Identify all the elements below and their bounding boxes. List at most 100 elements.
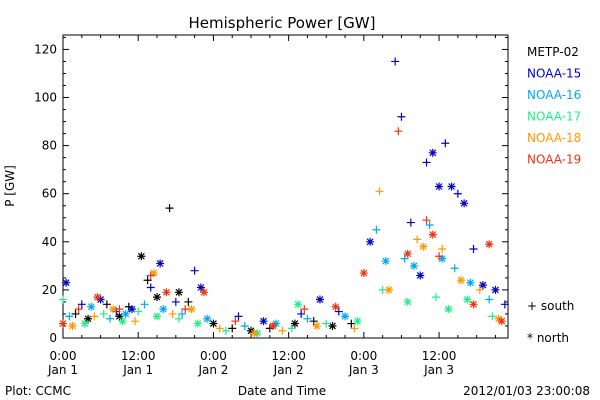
- point-metp-02-north: [137, 252, 146, 261]
- point-marker: [290, 319, 299, 328]
- point-noaa-17-south: [431, 293, 440, 302]
- point-metp-02-south: [309, 317, 318, 326]
- point-noaa-17-south: [59, 295, 67, 304]
- point-metp-02-south: [102, 300, 111, 309]
- point-marker: [215, 324, 224, 333]
- x-tick-label-date: Jan 1: [47, 363, 78, 377]
- point-noaa-17-north: [444, 305, 453, 314]
- point-marker: [300, 305, 309, 314]
- point-marker: [171, 297, 180, 306]
- point-marker: [413, 235, 422, 244]
- point-noaa-15-south: [406, 218, 415, 227]
- point-noaa-19-south: [231, 317, 240, 326]
- point-noaa-18-south: [90, 312, 99, 321]
- point-marker: [409, 261, 418, 270]
- point-noaa-15-north: [315, 295, 324, 304]
- point-marker: [450, 264, 459, 273]
- point-marker: [400, 254, 409, 263]
- point-noaa-15-south: [500, 300, 509, 309]
- point-noaa-19-south: [394, 127, 403, 136]
- point-noaa-19-north: [359, 269, 368, 278]
- point-noaa-18-south: [278, 326, 287, 335]
- point-marker: [322, 319, 331, 328]
- point-marker: [146, 271, 155, 280]
- point-marker: [156, 259, 165, 268]
- point-noaa-18-south: [350, 324, 359, 333]
- point-marker: [153, 293, 162, 302]
- point-marker: [209, 319, 218, 328]
- point-metp-02-north: [153, 293, 162, 302]
- point-noaa-16-south: [372, 225, 381, 234]
- x-tick-label-time: 12:00: [422, 349, 457, 363]
- point-marker: [381, 257, 390, 266]
- point-metp-02-south: [165, 204, 174, 213]
- point-marker: [221, 326, 230, 335]
- point-marker: [435, 252, 444, 261]
- point-noaa-18-north: [149, 269, 158, 278]
- point-noaa-19-north: [428, 230, 437, 239]
- point-metp-02-south: [143, 276, 152, 285]
- point-marker: [406, 218, 415, 227]
- point-noaa-15-south: [297, 309, 306, 318]
- data-points: [59, 57, 509, 338]
- point-marker: [435, 182, 444, 191]
- y-tick-label: 60: [42, 187, 57, 201]
- point-noaa-15-south: [441, 139, 450, 148]
- marker-legend-north: * north: [527, 331, 569, 345]
- point-marker: [146, 283, 155, 292]
- point-marker: [268, 321, 277, 330]
- point-marker: [444, 305, 453, 314]
- point-marker: [475, 285, 484, 294]
- point-marker: [118, 317, 127, 326]
- point-marker: [99, 309, 108, 318]
- point-marker: [131, 317, 140, 326]
- point-marker: [422, 216, 431, 225]
- point-marker: [447, 182, 456, 191]
- point-marker: [240, 321, 249, 330]
- point-noaa-16-north: [409, 261, 418, 270]
- y-tick-label: 80: [42, 139, 57, 153]
- point-marker: [134, 307, 143, 316]
- y-axis-ticks: 0 20 40 60 80 100 120: [34, 36, 508, 345]
- point-noaa-17-north: [403, 297, 412, 306]
- point-marker: [168, 309, 177, 318]
- point-noaa-16-south: [400, 254, 409, 263]
- point-noaa-18-south: [413, 235, 422, 244]
- point-marker: [294, 300, 303, 309]
- point-marker: [394, 127, 403, 136]
- legend-entry-noaa-17: NOAA-17: [527, 110, 581, 124]
- point-metp-02-south: [184, 297, 193, 306]
- point-noaa-19-north: [469, 300, 478, 309]
- point-marker: [153, 312, 162, 321]
- point-marker: [184, 297, 193, 306]
- point-noaa-16-north: [438, 254, 447, 263]
- point-noaa-19-south: [435, 252, 444, 261]
- point-marker: [59, 319, 67, 328]
- point-marker: [397, 112, 406, 121]
- point-marker: [438, 254, 447, 263]
- point-noaa-15-north: [366, 237, 375, 246]
- point-noaa-19-north: [59, 319, 67, 328]
- point-noaa-16-north: [159, 305, 168, 314]
- point-noaa-19-north: [485, 240, 494, 249]
- point-metp-02-south: [71, 309, 80, 318]
- point-marker: [181, 305, 190, 314]
- point-noaa-19-north: [93, 293, 102, 302]
- legend-entry-noaa-15: NOAA-15: [527, 67, 581, 81]
- y-tick-label: 120: [34, 42, 57, 56]
- point-noaa-15-south: [190, 266, 199, 275]
- point-marker: [80, 319, 89, 328]
- point-noaa-17-south: [174, 314, 183, 323]
- point-marker: [341, 312, 350, 321]
- point-marker: [403, 249, 412, 258]
- point-noaa-15-north: [127, 305, 136, 314]
- point-noaa-18-south: [215, 324, 224, 333]
- point-marker: [59, 295, 67, 304]
- point-marker: [303, 314, 312, 323]
- point-marker: [419, 242, 428, 251]
- x-tick-label-time: 12:00: [121, 349, 156, 363]
- point-noaa-17-north: [294, 300, 303, 309]
- x-tick-label-time: 0:00: [350, 349, 377, 363]
- point-marker: [140, 300, 149, 309]
